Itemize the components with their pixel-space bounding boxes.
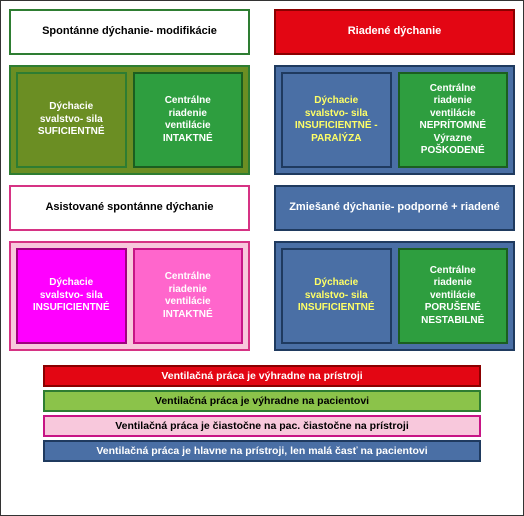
legend-row-3: Ventilačná práca je hlavne na prístroji,… bbox=[43, 440, 481, 462]
cell-mixed-central: CentrálneriadenieventiláciePORUŠENÉNESTA… bbox=[398, 248, 509, 344]
pair-assisted: Dýchaciesvalstvo- silaINSUFICIENTNÉ Cent… bbox=[9, 241, 250, 351]
legend-row-2: Ventilačná práca je čiastočne na pac. či… bbox=[43, 415, 481, 437]
cell-ctrl-central: CentrálneriadenieventilácieNEPRÍTOMNÉVýr… bbox=[398, 72, 509, 168]
legend-row-0: Ventilačná práca je výhradne na prístroj… bbox=[43, 365, 481, 387]
mode-grid: Spontánne dýchanie- modifikácie Riadené … bbox=[9, 9, 515, 351]
cell-spont-muscle: Dýchaciesvalstvo- silaSUFICIENTNÉ bbox=[16, 72, 127, 168]
pair-mixed: Dýchaciesvalstvo- silaINSUFICIENTNÉ Cent… bbox=[274, 241, 515, 351]
header-mixed: Zmiešané dýchanie- podporné + riadené bbox=[274, 185, 515, 231]
cell-spont-central: CentrálneriadenieventilácieINTAKTNÉ bbox=[133, 72, 244, 168]
cell-ctrl-muscle: Dýchaciesvalstvo- silaINSUFICIENTNÉ -PAR… bbox=[281, 72, 392, 168]
cell-assist-central: CentrálneriadenieventilácieINTAKTNÉ bbox=[133, 248, 244, 344]
pair-spontaneous: Dýchaciesvalstvo- silaSUFICIENTNÉ Centrá… bbox=[9, 65, 250, 175]
legend-row-1: Ventilačná práca je výhradne na paciento… bbox=[43, 390, 481, 412]
header-controlled: Riadené dýchanie bbox=[274, 9, 515, 55]
legend: Ventilačná práca je výhradne na prístroj… bbox=[43, 365, 481, 462]
cell-assist-muscle: Dýchaciesvalstvo- silaINSUFICIENTNÉ bbox=[16, 248, 127, 344]
header-spontaneous: Spontánne dýchanie- modifikácie bbox=[9, 9, 250, 55]
pair-controlled: Dýchaciesvalstvo- silaINSUFICIENTNÉ -PAR… bbox=[274, 65, 515, 175]
cell-mixed-muscle: Dýchaciesvalstvo- silaINSUFICIENTNÉ bbox=[281, 248, 392, 344]
header-assisted: Asistované spontánne dýchanie bbox=[9, 185, 250, 231]
